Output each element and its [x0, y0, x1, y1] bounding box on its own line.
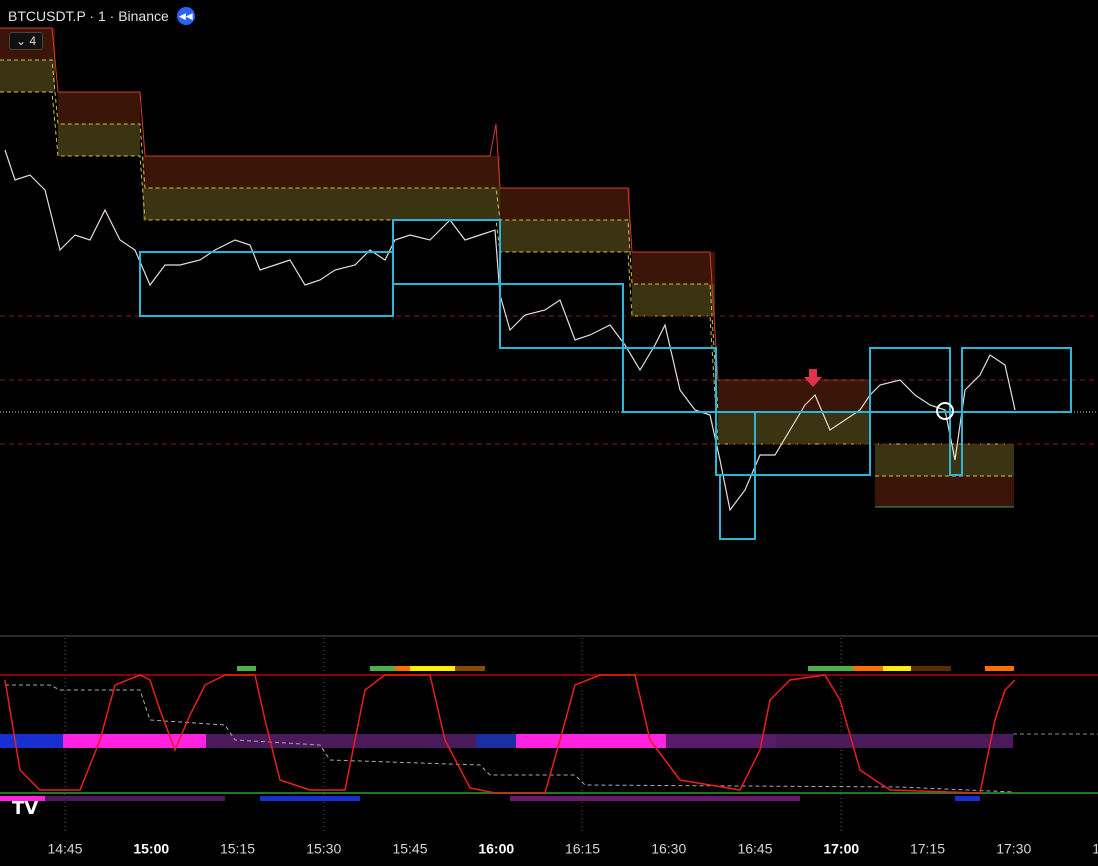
- symbol-title: BTCUSDT.P · 1 · Binance: [8, 8, 169, 24]
- time-label: 17:00: [823, 841, 859, 857]
- sell-arrow: [804, 369, 822, 387]
- time-label: 16:45: [737, 841, 772, 857]
- time-label: 15:15: [220, 841, 255, 857]
- svg-text:TV: TV: [12, 798, 38, 819]
- time-label: 15:30: [306, 841, 341, 857]
- symbol-header: BTCUSDT.P · 1 · Binance ◀◀: [8, 7, 195, 25]
- time-label: 16:30: [651, 841, 686, 857]
- time-label: 16:15: [565, 841, 600, 857]
- price-candles: [4, 149, 1016, 512]
- time-label: 15:00: [133, 841, 169, 857]
- time-label: 16:00: [478, 841, 514, 857]
- time-axis: 14:45 15:00 15:15 15:30 15:45 16:00 16:15 16:30…: [47, 841, 1098, 857]
- badge-count: 4: [29, 34, 37, 48]
- indicator-pane: TV: [0, 638, 1098, 832]
- time-label: 17:15: [910, 841, 945, 857]
- replay-button[interactable]: ◀◀: [176, 7, 195, 25]
- time-label: 17: [1092, 841, 1098, 857]
- marker: [936, 402, 954, 420]
- interval-badge[interactable]: ⌄ 4: [9, 32, 44, 50]
- time-label: 17:30: [996, 841, 1031, 857]
- time-label: 14:45: [47, 841, 82, 857]
- levels: [0, 315, 1098, 445]
- time-label: 15:45: [392, 841, 427, 857]
- zones: [0, 27, 1014, 508]
- range-boxes: [139, 219, 1072, 540]
